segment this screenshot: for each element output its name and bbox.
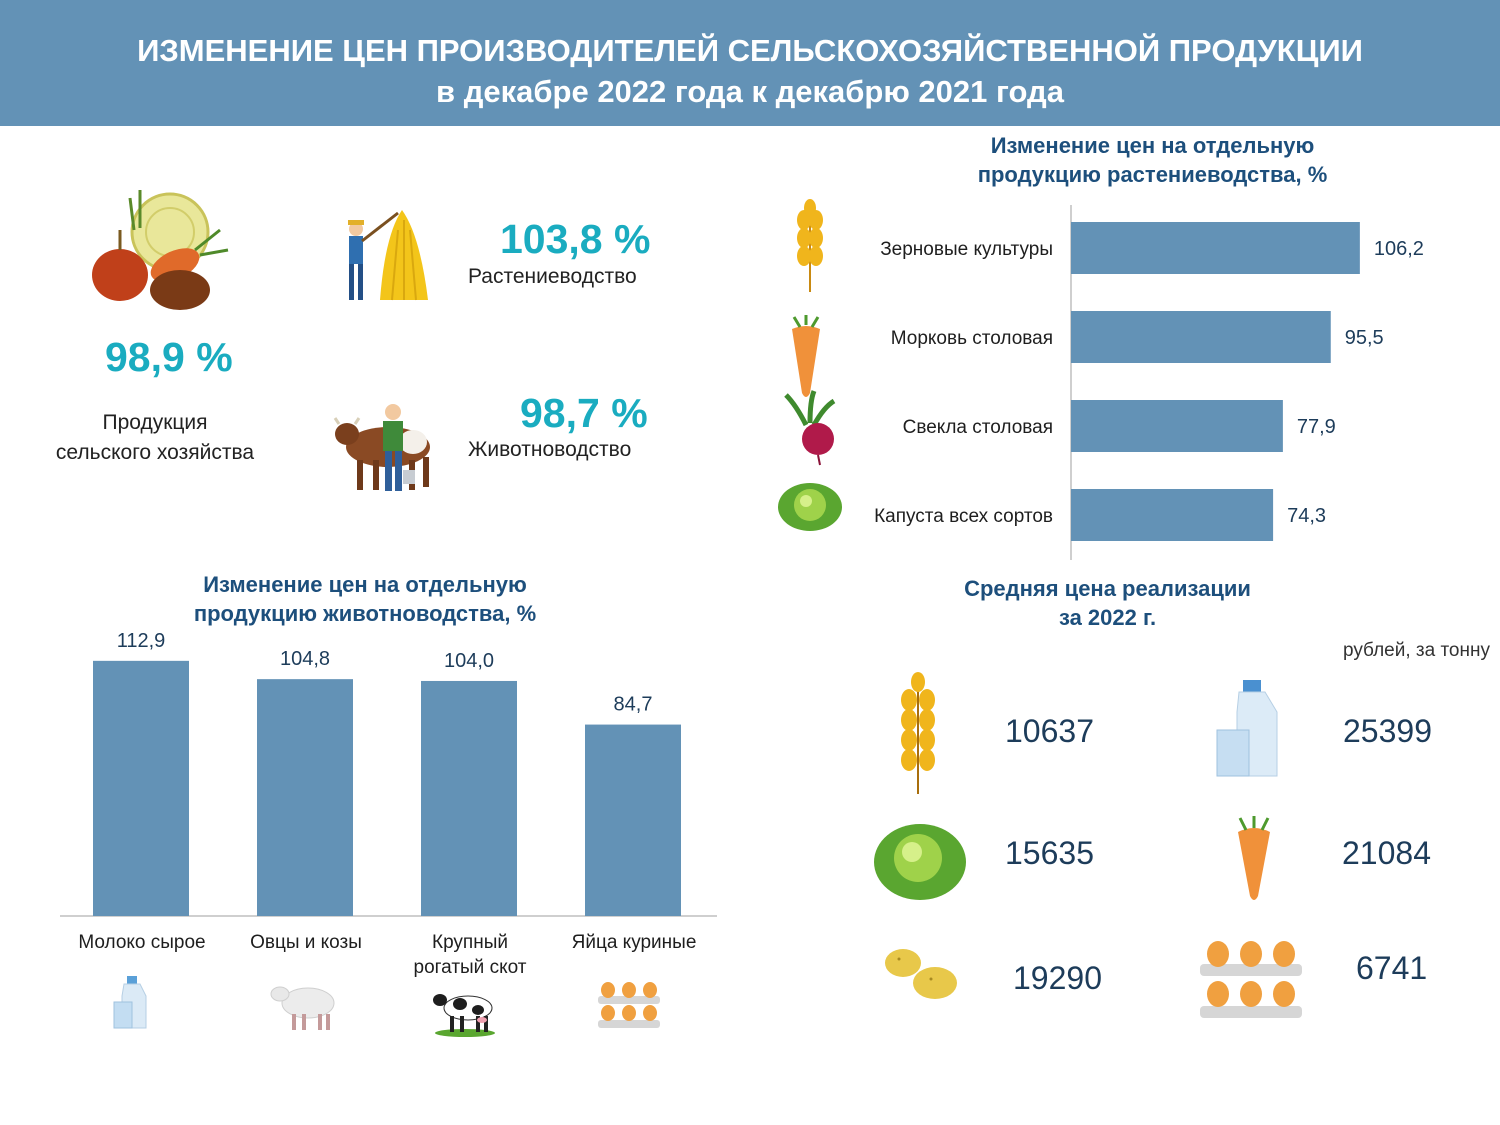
animal-chart-title: Изменение цен на отдельную продукцию жив… bbox=[120, 570, 610, 628]
prices-title-line2: за 2022 г. bbox=[1058, 605, 1157, 630]
milk-price-icon bbox=[1216, 680, 1278, 777]
price-grain: 10637 bbox=[1005, 713, 1094, 749]
animal-bar bbox=[93, 660, 189, 916]
total-label-line1: Продукция bbox=[102, 411, 208, 434]
plant-bar bbox=[1071, 400, 1283, 452]
animal-cat-label-cattle-line1: Крупный bbox=[432, 932, 508, 953]
price-cabbage: 15635 bbox=[1005, 835, 1094, 871]
grain-icon bbox=[901, 672, 935, 794]
plant-category-label: Свекла столовая bbox=[903, 417, 1053, 438]
vegetables-icon bbox=[92, 190, 229, 310]
sheep-icon bbox=[270, 986, 335, 1030]
prices-unit: рублей, за тонну bbox=[1342, 640, 1490, 661]
farmer-haystack-icon bbox=[348, 210, 428, 301]
wheat-icon bbox=[797, 199, 823, 292]
plant-chart-title-line2: продукцию растениеводства, % bbox=[977, 162, 1328, 187]
plant-bar bbox=[1071, 222, 1360, 274]
animal-percent: 98,7 % bbox=[520, 390, 648, 436]
animal-bar-value: 112,9 bbox=[117, 630, 166, 652]
plant-bar-value: 95,5 bbox=[1345, 327, 1384, 349]
animal-bar bbox=[421, 680, 517, 916]
price-milk: 25399 bbox=[1343, 713, 1432, 749]
animal-cat-label-eggs: Яйца куриные bbox=[571, 932, 697, 953]
cabbage-icon bbox=[778, 483, 842, 531]
price-eggs: 6741 bbox=[1356, 950, 1428, 986]
plant-label: Растениеводство bbox=[468, 265, 637, 288]
plant-bar bbox=[1071, 489, 1274, 541]
animal-bar-value: 84,7 bbox=[614, 694, 653, 716]
milk-icon bbox=[113, 976, 147, 1029]
cow-icon bbox=[433, 994, 495, 1037]
total-label-line2: сельского хозяйства bbox=[55, 441, 255, 464]
animal-cat-label-sheep: Овцы и козы bbox=[250, 932, 362, 953]
cabbage-price-icon bbox=[874, 824, 966, 900]
price-carrot: 21084 bbox=[1342, 835, 1431, 871]
animal-cat-label-cattle-line2: рогатый скот bbox=[413, 957, 527, 978]
prices-title-line1: Средняя цена реализации bbox=[964, 576, 1251, 601]
page-header: ИЗМЕНЕНИЕ ЦЕН ПРОИЗВОДИТЕЛЕЙ СЕЛЬСКОХОЗЯ… bbox=[0, 0, 1500, 126]
plant-chart-title: Изменение цен на отдельную продукцию рас… bbox=[900, 131, 1405, 189]
animal-bar-value: 104,0 bbox=[444, 650, 494, 672]
animal-bar-value: 104,8 bbox=[280, 648, 330, 670]
carrot-price-icon bbox=[1238, 816, 1270, 900]
plant-bar-value: 74,3 bbox=[1287, 505, 1326, 527]
prices-title: Средняя цена реализации за 2022 г. bbox=[900, 574, 1315, 632]
animal-bar bbox=[257, 679, 353, 916]
page-subtitle: в декабре 2022 года к декабрю 2021 года bbox=[436, 74, 1064, 109]
plant-bar-value: 106,2 bbox=[1374, 238, 1424, 260]
eggs-price-icon bbox=[1200, 941, 1302, 1018]
animal-chart-title-line1: Изменение цен на отдельную bbox=[203, 572, 527, 597]
plant-chart-title-line1: Изменение цен на отдельную bbox=[990, 133, 1315, 158]
beet-icon bbox=[784, 390, 836, 466]
plant-bar-value: 77,9 bbox=[1297, 416, 1336, 438]
plant-category-label: Морковь столовая bbox=[891, 328, 1053, 349]
potato-icon bbox=[885, 949, 957, 999]
total-percent: 98,9 % bbox=[105, 334, 233, 380]
animal-chart-title-line2: продукцию животноводства, % bbox=[193, 601, 537, 626]
plant-bar bbox=[1071, 311, 1331, 363]
animal-label: Животноводство bbox=[468, 438, 632, 461]
eggs-icon bbox=[598, 982, 660, 1028]
plant-percent: 103,8 % bbox=[500, 216, 651, 262]
page-title: ИЗМЕНЕНИЕ ЦЕН ПРОИЗВОДИТЕЛЕЙ СЕЛЬСКОХОЗЯ… bbox=[137, 33, 1363, 68]
animal-bar-chart: 112,9 104,8 104,0 84,7 bbox=[60, 630, 717, 917]
plant-bar-chart: 106,2 Зерновые культуры 95,5 Морковь столов… bbox=[778, 199, 1424, 560]
farmer-cow-icon bbox=[333, 404, 430, 491]
plant-category-label: Капуста всех сортов bbox=[874, 506, 1053, 527]
animal-cat-label-milk: Молоко сырое bbox=[78, 932, 206, 953]
plant-category-label: Зерновые культуры bbox=[880, 239, 1053, 260]
carrot-icon bbox=[792, 315, 820, 397]
animal-bar bbox=[585, 724, 681, 916]
price-potato: 19290 bbox=[1013, 960, 1102, 996]
